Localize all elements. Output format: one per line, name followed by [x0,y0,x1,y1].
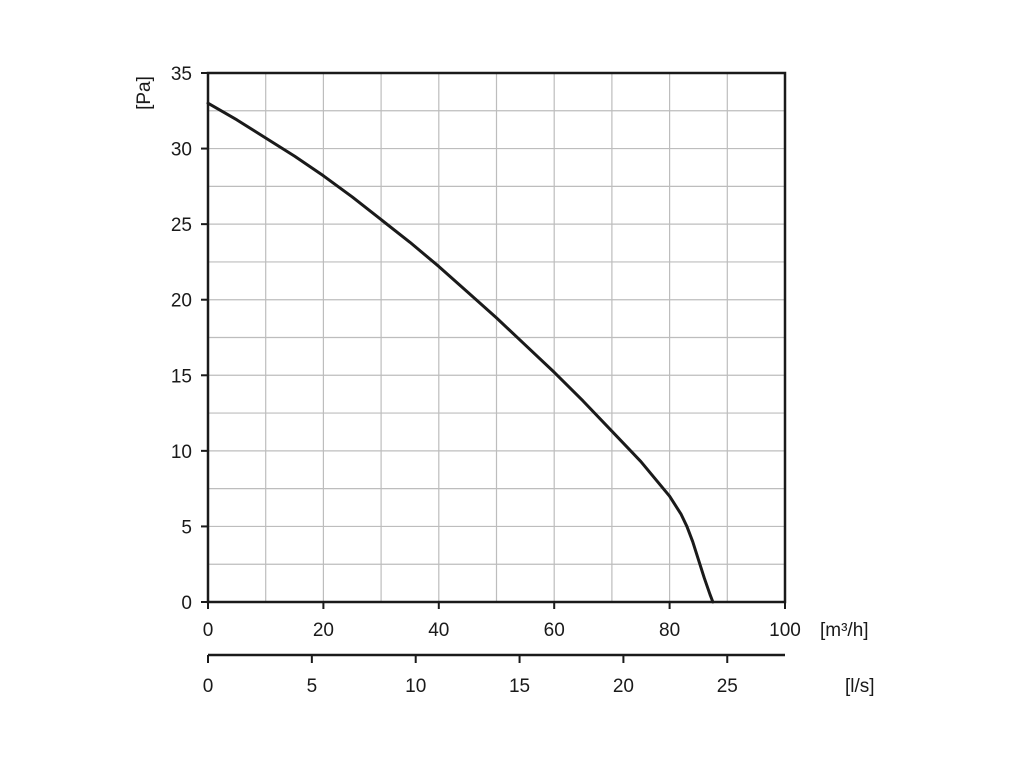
series-line-0 [206,101,715,604]
secondary-x-tick-label: 5 [307,676,318,697]
grid [208,73,785,602]
secondary-x-tick-label: 25 [717,676,738,697]
y-tick-label: 0 [181,593,192,614]
series-layer [206,101,715,604]
x-tick-label: 20 [313,620,334,641]
y-tick-label: 20 [171,291,192,312]
x-tick-label: 80 [659,620,680,641]
secondary-x-tick-label: 20 [613,676,634,697]
y-tick-label: 10 [171,442,192,463]
secondary-x-tick-label: 15 [509,676,530,697]
x-tick-label: 0 [203,620,214,641]
secondary-x-axis: 0 5 10 15 20 25 [203,653,785,697]
y-tick-label: 5 [181,517,192,538]
plot-border [206,71,787,604]
y-tick-label: 35 [171,64,192,85]
x-tick-label: 60 [544,620,565,641]
secondary-x-tick-label: 10 [405,676,426,697]
x-axis-ticks: 0 20 40 60 80 100 [203,602,801,641]
y-tick-label: 15 [171,366,192,387]
x-tick-label: 100 [769,620,801,641]
secondary-x-axis-label: [l/s] [845,676,875,697]
secondary-x-tick-label: 0 [203,676,214,697]
y-axis-ticks: 0 5 10 15 20 25 30 35 [171,64,208,614]
x-axis-label: [m³/h] [820,620,869,641]
plot-frame [206,71,787,604]
x-tick-label: 40 [428,620,449,641]
y-tick-label: 30 [171,140,192,161]
y-axis-label: [Pa] [134,76,155,110]
y-tick-label: 25 [171,215,192,236]
